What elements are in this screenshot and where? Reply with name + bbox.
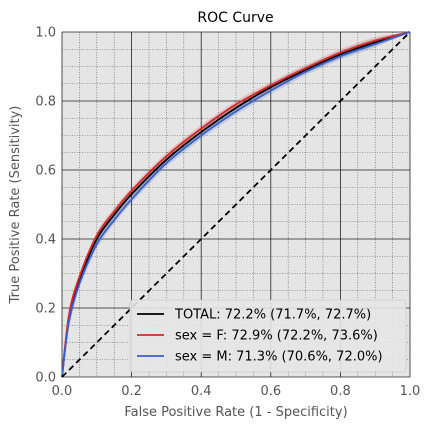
x-tick-label: 0.0 bbox=[52, 384, 73, 399]
reference-diagonal-line bbox=[61, 31, 411, 378]
y-tick-label: 0.4 bbox=[35, 233, 56, 248]
roc-series-line bbox=[61, 31, 411, 378]
y-axis-label: True Positive Rate (Sensitivity) bbox=[8, 106, 23, 305]
y-tick-label: 0.0 bbox=[35, 371, 56, 386]
legend-label: TOTAL: 72.2% (71.7%, 72.7%) bbox=[174, 308, 371, 323]
major-grid bbox=[61, 31, 411, 378]
x-tick-label: 0.6 bbox=[260, 384, 281, 399]
y-axis-ticks: 0.0 0.2 0.4 0.6 0.8 1.0 bbox=[35, 26, 56, 386]
roc-series-line bbox=[61, 31, 411, 378]
roc-series bbox=[61, 31, 411, 378]
x-axis-ticks: 0.0 0.2 0.4 0.6 0.8 1.0 bbox=[52, 384, 421, 399]
confidence-band bbox=[62, 32, 410, 377]
legend-label: sex = F: 72.9% (72.2%, 73.6%) bbox=[175, 329, 378, 344]
roc-series-line bbox=[61, 31, 411, 378]
x-axis-label: False Positive Rate (1 - Specificity) bbox=[124, 405, 347, 420]
legend-label: sex = M: 71.3% (70.6%, 72.0%) bbox=[175, 350, 383, 365]
y-tick-label: 0.2 bbox=[35, 302, 56, 317]
confidence-bands bbox=[62, 32, 410, 377]
legend-box bbox=[129, 299, 407, 373]
legend-items: TOTAL: 72.2% (71.7%, 72.7%) sex = F: 72.9… bbox=[137, 308, 383, 365]
x-tick-label: 1.0 bbox=[400, 384, 421, 399]
x-tick-label: 0.8 bbox=[330, 384, 351, 399]
x-tick-label: 0.2 bbox=[121, 384, 142, 399]
chart-title: ROC Curve bbox=[197, 10, 273, 26]
y-tick-label: 0.6 bbox=[35, 164, 56, 179]
legend: TOTAL: 72.2% (71.7%, 72.7%) sex = F: 72.9… bbox=[129, 299, 407, 373]
x-tick-label: 0.4 bbox=[191, 384, 212, 399]
y-tick-label: 0.8 bbox=[35, 95, 56, 110]
y-tick-label: 1.0 bbox=[35, 26, 56, 41]
